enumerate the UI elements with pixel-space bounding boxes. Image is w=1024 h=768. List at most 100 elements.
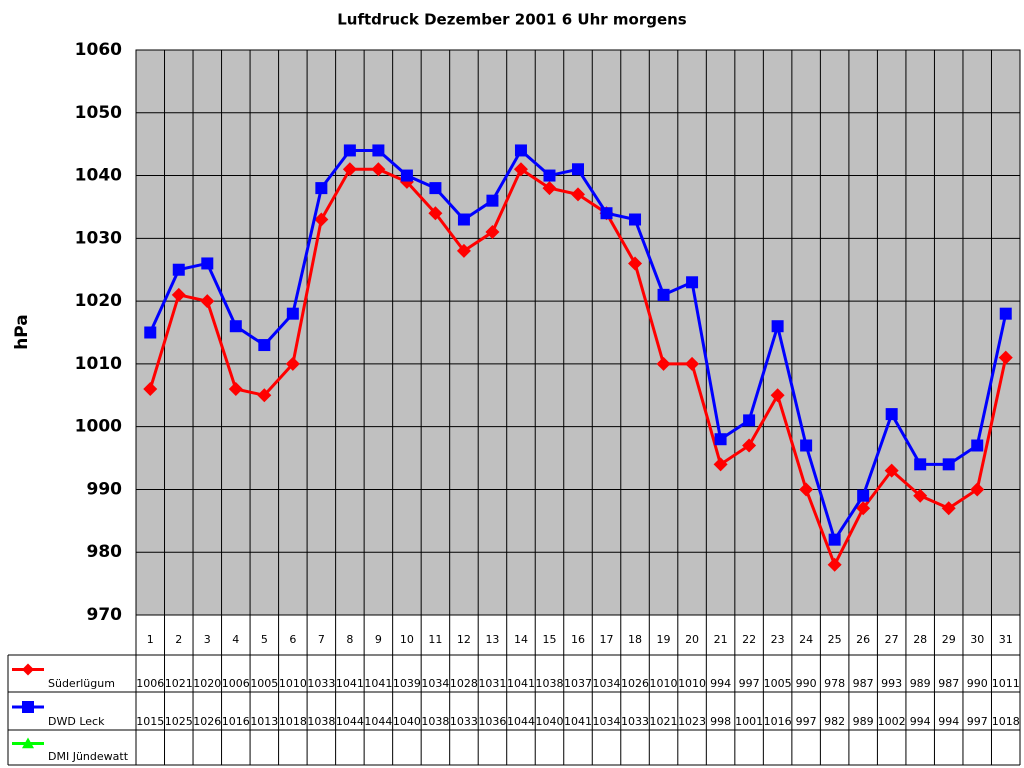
y-tick-label: 970 xyxy=(87,605,123,625)
x-tick-label: 1 xyxy=(147,633,154,646)
point xyxy=(343,144,356,157)
x-tick-label: 3 xyxy=(204,633,211,646)
x-tick-label: 2 xyxy=(175,633,182,646)
table-value: 994 xyxy=(938,715,959,728)
y-tick-label: 980 xyxy=(87,542,123,562)
x-tick-label: 4 xyxy=(232,633,239,646)
y-tick-label: 1010 xyxy=(75,354,122,374)
point xyxy=(600,207,613,220)
x-tick-label: 27 xyxy=(885,633,899,646)
table-value: 1021 xyxy=(165,677,193,690)
point xyxy=(800,439,813,452)
x-tick-label: 7 xyxy=(318,633,325,646)
y-axis-title: hPa xyxy=(12,314,32,350)
y-tick-label: 1000 xyxy=(75,417,122,437)
table-value: 1041 xyxy=(336,677,364,690)
table-value: 1011 xyxy=(992,677,1020,690)
point xyxy=(714,433,727,446)
point xyxy=(286,307,299,320)
point xyxy=(657,288,670,301)
y-tick-label: 1030 xyxy=(75,228,122,248)
x-tick-label: 10 xyxy=(400,633,414,646)
legend-label: DMI Jündewatt xyxy=(48,750,129,763)
point xyxy=(685,356,700,371)
legend-marker xyxy=(22,737,34,749)
point xyxy=(941,501,956,516)
point xyxy=(400,169,413,182)
table-value: 1010 xyxy=(279,677,307,690)
point xyxy=(456,243,471,258)
point xyxy=(971,439,984,452)
x-tick-label: 30 xyxy=(970,633,984,646)
point xyxy=(770,388,785,403)
point xyxy=(228,382,243,396)
point xyxy=(771,320,784,333)
table-value: 1026 xyxy=(193,715,221,728)
table-value: 997 xyxy=(796,715,817,728)
table-value: 1040 xyxy=(535,715,563,728)
table-value: 1033 xyxy=(621,715,649,728)
point xyxy=(629,213,642,226)
table-value: 994 xyxy=(710,677,731,690)
x-tick-label: 19 xyxy=(657,633,671,646)
point xyxy=(913,488,928,503)
y-tick-label: 1020 xyxy=(75,291,122,311)
table-value: 990 xyxy=(967,677,988,690)
point xyxy=(572,163,584,176)
x-tick-label: 29 xyxy=(942,633,956,646)
point xyxy=(428,206,443,221)
table-value: 1013 xyxy=(250,715,278,728)
point xyxy=(200,294,215,309)
table-value: 1041 xyxy=(507,677,535,690)
point xyxy=(285,356,300,371)
legend-marker xyxy=(22,701,34,713)
x-tick-label: 14 xyxy=(514,633,528,646)
point xyxy=(885,408,898,421)
table-value: 1021 xyxy=(650,715,678,728)
table-value: 1033 xyxy=(450,715,478,728)
point xyxy=(229,320,242,333)
y-tick-label: 990 xyxy=(87,479,123,499)
table-value: 1040 xyxy=(393,715,421,728)
point xyxy=(172,263,185,276)
x-tick-label: 12 xyxy=(457,633,471,646)
point xyxy=(656,356,671,371)
x-tick-label: 24 xyxy=(799,633,813,646)
point xyxy=(571,187,585,202)
point xyxy=(342,162,357,177)
table-value: 989 xyxy=(910,677,931,690)
table-value: 998 xyxy=(710,715,731,728)
point xyxy=(543,169,556,182)
table-value: 1041 xyxy=(364,677,392,690)
y-tick-label: 1060 xyxy=(75,40,122,60)
table-value: 978 xyxy=(824,677,845,690)
legend-label: Süderlügum xyxy=(48,677,115,690)
table-value: 1005 xyxy=(764,677,792,690)
table-value: 1006 xyxy=(222,677,250,690)
table-value: 1026 xyxy=(621,677,649,690)
table-value: 1033 xyxy=(307,677,335,690)
x-tick-label: 23 xyxy=(771,633,785,646)
point xyxy=(171,287,186,302)
table-value: 993 xyxy=(881,677,902,690)
table-value: 1037 xyxy=(564,677,592,690)
x-tick-label: 28 xyxy=(913,633,927,646)
x-tick-label: 31 xyxy=(999,633,1013,646)
x-tick-label: 9 xyxy=(375,633,382,646)
table-value: 1044 xyxy=(364,715,392,728)
x-tick-label: 6 xyxy=(289,633,296,646)
point xyxy=(686,276,699,289)
x-tick-label: 5 xyxy=(261,633,268,646)
point xyxy=(857,489,870,502)
table-value: 997 xyxy=(739,677,760,690)
table-value: 1002 xyxy=(878,715,906,728)
point xyxy=(914,458,927,471)
table-value: 1039 xyxy=(393,677,421,690)
point xyxy=(144,326,157,339)
table-value: 1038 xyxy=(421,715,449,728)
point xyxy=(628,256,643,271)
table-value: 1044 xyxy=(336,715,364,728)
table-value: 1001 xyxy=(735,715,763,728)
table-value: 987 xyxy=(938,677,959,690)
x-tick-label: 18 xyxy=(628,633,642,646)
